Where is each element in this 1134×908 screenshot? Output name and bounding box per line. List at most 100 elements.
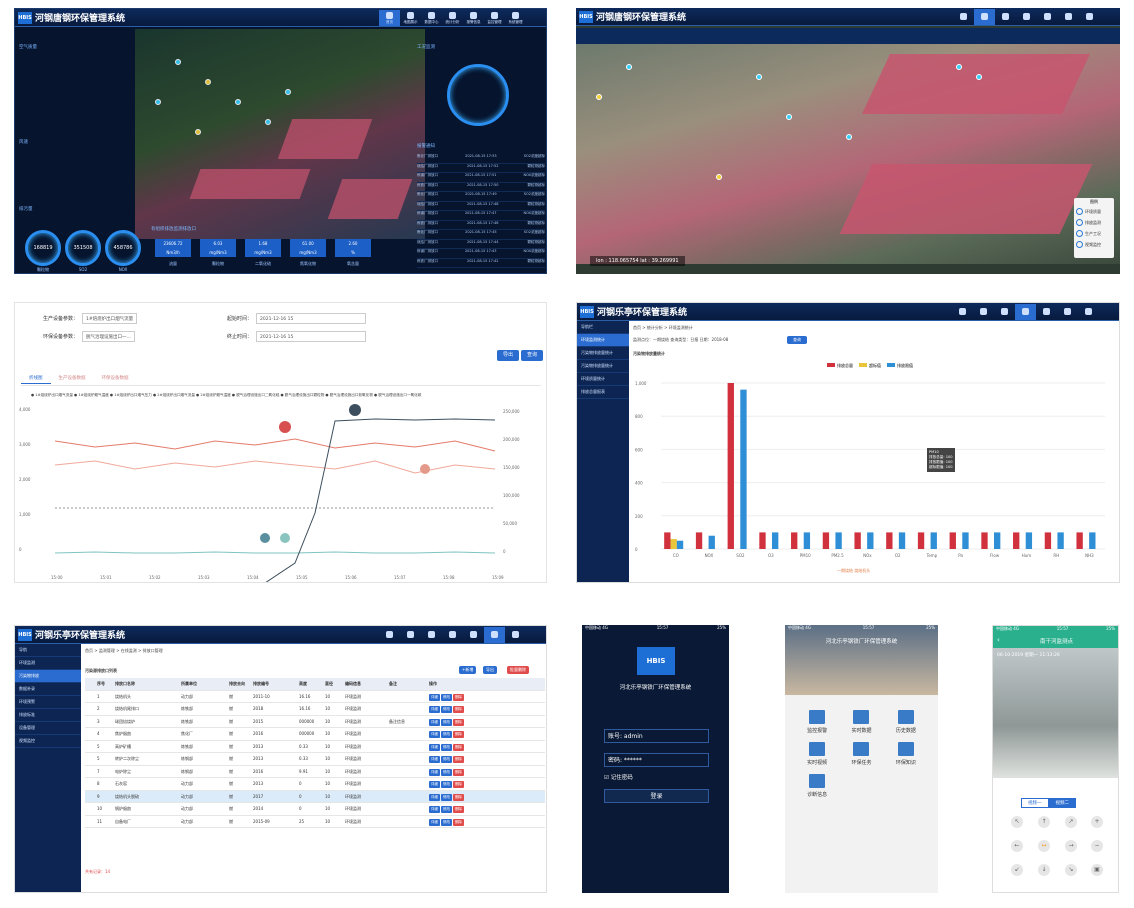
column-header[interactable]: 排放口名称 — [115, 681, 135, 686]
column-header[interactable]: 备注 — [389, 681, 397, 686]
delete-button[interactable]: 删除 — [453, 731, 464, 738]
query-button[interactable]: 查询 — [787, 336, 807, 344]
map-marker[interactable] — [265, 119, 271, 125]
nav-monitor[interactable] — [484, 627, 505, 643]
zoom-in-icon[interactable]: + — [1091, 816, 1103, 828]
alarm-row[interactable]: 焦化厂排放口 2021-08-15 17:45 SO2浓度超标 — [417, 230, 545, 240]
bar[interactable] — [759, 532, 766, 549]
map-marker[interactable] — [626, 64, 632, 70]
delete-button[interactable]: 删除 — [453, 781, 464, 788]
legend-item[interactable]: 排放监测 — [1074, 217, 1114, 228]
map-marker[interactable] — [976, 74, 982, 80]
alarm-row[interactable]: 烧结厂排放口 2021-08-15 17:52 颗粒物超标 — [417, 164, 545, 173]
video-feed[interactable]: 06-10-2019 星期一 11:13:26 — [993, 648, 1118, 778]
nav-map[interactable] — [973, 304, 994, 320]
center-icon[interactable]: ↔ — [1038, 840, 1050, 852]
arrow-down-icon[interactable]: ↓ — [1038, 864, 1050, 876]
nav-stats[interactable] — [1015, 304, 1036, 320]
bar[interactable] — [930, 532, 937, 549]
metric-hex[interactable]: 23606.72 Nm3/h — [155, 239, 191, 257]
menu-tile[interactable]: 监控报警 — [795, 710, 839, 734]
sidebar-item-warning[interactable]: 环境预警 — [15, 696, 81, 709]
env-param-select[interactable]: 脱气治理设施出口一... — [82, 331, 135, 342]
bar[interactable] — [981, 532, 988, 549]
sidebar-item-outlets[interactable]: 污染物排放 — [15, 670, 81, 683]
table-row[interactable]: 7 电炉除尘 炼钢部 燃 2016 9.91 10 环境监测 详细 修改 删除 — [85, 766, 545, 778]
alarm-row[interactable]: 烧结厂排放口 2021-08-15 17:44 颗粒物超标 — [417, 240, 545, 249]
table-row[interactable]: 5 高炉矿槽 炼铁部 燃 2013 0.33 10 环境监测 详细 修改 删除 — [85, 741, 545, 753]
legend-item[interactable]: 生产工况 — [1074, 228, 1114, 239]
view-button[interactable]: 详细 — [429, 818, 440, 826]
view-button[interactable]: 详细 — [429, 718, 440, 726]
delete-button[interactable]: 删除 — [453, 706, 464, 713]
edit-button[interactable]: 修改 — [441, 806, 452, 813]
metric-hex[interactable]: 61.00 mg/Nm3 — [290, 239, 326, 257]
sidebar-item-device[interactable]: 设备管理 — [15, 722, 81, 735]
nav-home[interactable] — [952, 304, 973, 320]
legend-item[interactable]: 视频监控 — [1074, 239, 1114, 250]
arrow-right-icon[interactable]: → — [1065, 840, 1077, 852]
arrow-down-right-icon[interactable]: ↘ — [1065, 864, 1077, 876]
zoom-out-icon[interactable]: − — [1091, 840, 1103, 852]
marker-pin[interactable] — [260, 533, 270, 543]
edit-button[interactable]: 修改 — [441, 743, 452, 751]
delete-button[interactable]: 删除 — [453, 756, 464, 763]
legend-item[interactable]: 排放总量 — [827, 363, 853, 369]
nav-system[interactable] — [505, 627, 526, 643]
nav-home[interactable] — [379, 627, 400, 643]
nav-system[interactable]: 系统管理 — [505, 10, 526, 26]
end-time-input[interactable]: 2021-12-16 15 — [256, 331, 367, 342]
column-header[interactable] — [85, 678, 95, 690]
nav-map[interactable] — [974, 9, 995, 25]
add-button[interactable]: +新增 — [459, 666, 477, 674]
bar[interactable] — [740, 389, 747, 549]
marker-pin[interactable] — [420, 464, 430, 474]
edit-button[interactable]: 修改 — [441, 706, 452, 713]
bar[interactable] — [1076, 532, 1083, 549]
table-row[interactable]: 8 石灰窑 动力部 燃 2013 0 10 环境监测 详细 修改 删除 — [85, 778, 545, 791]
sidebar-item-supplement[interactable]: 数据补录 — [15, 683, 81, 696]
view-button[interactable]: 详细 — [429, 693, 440, 701]
nav-alarm[interactable] — [1036, 304, 1057, 320]
map-marker[interactable] — [175, 59, 181, 65]
sidebar-item-monitor[interactable]: 环境监测 — [15, 657, 81, 670]
snapshot-icon[interactable]: ▣ — [1091, 864, 1103, 876]
metric-hex[interactable]: 2.60 % — [335, 239, 371, 257]
delete-button[interactable]: 删除 — [453, 768, 464, 776]
table-row[interactable]: 3 球团焙烧炉 炼铁部 燃 2015 000000 10 环境监测 备注信息 详细 修改 删除 — [85, 716, 545, 728]
map-marker[interactable] — [596, 94, 602, 100]
arrow-up-left-icon[interactable]: ↖ — [1011, 816, 1023, 828]
column-header[interactable]: 所属单位 — [181, 681, 197, 686]
menu-tile[interactable]: 历史数据 — [884, 710, 928, 734]
map-marker[interactable] — [195, 129, 201, 135]
column-header[interactable]: 直径 — [325, 681, 333, 686]
menu-tile[interactable]: 诊断信息 — [795, 774, 839, 798]
3d-plant-map[interactable] — [135, 29, 425, 239]
nav-alarm[interactable] — [1037, 9, 1058, 25]
tab-video-1[interactable]: 视频一 — [1021, 798, 1049, 808]
bar[interactable] — [962, 532, 969, 549]
view-button[interactable]: 详细 — [429, 768, 440, 776]
alarm-row[interactable]: 炼钢厂排放口 2021-08-15 17:43 NOX浓度超标 — [417, 249, 545, 259]
edit-button[interactable]: 修改 — [441, 731, 452, 738]
query-button[interactable]: 查询 — [521, 350, 544, 361]
arrow-down-left-icon[interactable]: ↙ — [1011, 864, 1023, 876]
delete-button[interactable]: 删除 — [453, 693, 464, 701]
bar[interactable] — [835, 532, 842, 549]
tab-video-2[interactable]: 视频二 — [1048, 798, 1076, 808]
sidebar-item-emission[interactable]: 污染物排放量统计 — [577, 347, 629, 360]
arrow-up-icon[interactable]: ↑ — [1038, 816, 1050, 828]
table-row[interactable]: 11 自备电厂 动力部 燃 2015-09 25 10 环境监测 详细 修改 删除 — [85, 816, 545, 828]
sidebar-item-report[interactable]: 排放总量报表 — [577, 386, 629, 399]
bar[interactable] — [867, 532, 874, 549]
bar[interactable] — [803, 532, 811, 549]
table-row[interactable]: 2 烧结机尾排口 炼铁部 燃 2018 16.16 10 环境监测 详细 修改 删除 — [85, 703, 545, 716]
table-row[interactable]: 4 焦炉烟囱 焦化厂 燃 2016 000000 10 环境监测 详细 修改 删除 — [85, 728, 545, 741]
account-field[interactable]: 账号: admin — [604, 729, 709, 743]
bar[interactable] — [1025, 532, 1033, 549]
bar[interactable] — [886, 532, 893, 549]
bar[interactable] — [676, 540, 684, 549]
bar[interactable] — [772, 532, 779, 549]
delete-button[interactable]: 删除 — [453, 806, 464, 813]
nav-home[interactable]: 首页 — [379, 10, 400, 26]
